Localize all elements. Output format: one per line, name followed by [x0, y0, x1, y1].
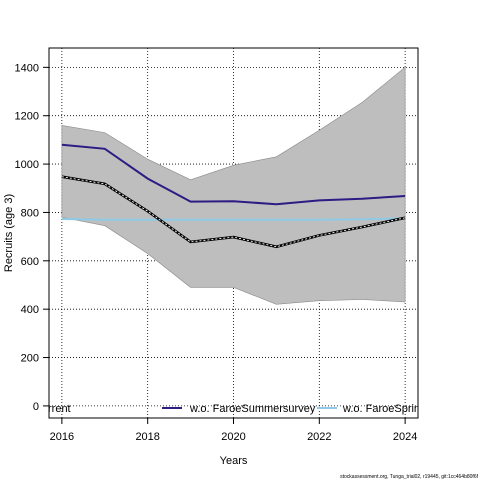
x-tick-label-4: 2024: [393, 431, 417, 443]
y-tick-label-3: 600: [21, 256, 39, 268]
y-tick-label-0: 0: [33, 401, 39, 413]
y-axis-ticks: 0 200 400 600 800 1000 1200 1400: [15, 62, 49, 413]
confidence-band: [61, 66, 406, 305]
y-tick-label-1: 200: [21, 353, 39, 365]
y-axis-label: Recruits (age 3): [3, 194, 15, 272]
x-tick-label-2: 2020: [221, 431, 245, 443]
y-tick-label-5: 1000: [15, 159, 39, 171]
legend-label-current: rrent: [48, 403, 71, 415]
x-tick-label-0: 2016: [50, 431, 74, 443]
x-axis-ticks: 2016 2018 2020 2022 2024: [50, 418, 417, 443]
plot-frame: [48, 47, 419, 419]
series-line-current-dash: [61, 176, 406, 248]
x-axis-label: Years: [220, 455, 248, 467]
y-tick-label-4: 800: [21, 207, 39, 219]
legend-label-summersurvey: w.o. FaroeSummersurvey: [189, 403, 316, 415]
y-tick-label-2: 400: [21, 304, 39, 316]
x-tick-label-1: 2018: [135, 431, 159, 443]
legend-label-springsurvey: w.o. FaroeSpring: [342, 403, 426, 415]
x-tick-label-3: 2022: [307, 431, 331, 443]
legend: rrent w.o. FaroeSummersurvey w.o. FaroeSpr…: [48, 403, 426, 415]
y-tick-label-6: 1200: [15, 111, 39, 123]
series-line-1: [61, 143, 406, 206]
footer-credit: stockassessment.org, Tunga_trial02, r194…: [340, 474, 478, 480]
y-tick-label-7: 1400: [15, 62, 39, 74]
series-line-2: [61, 217, 406, 221]
series-lines: [61, 143, 406, 249]
